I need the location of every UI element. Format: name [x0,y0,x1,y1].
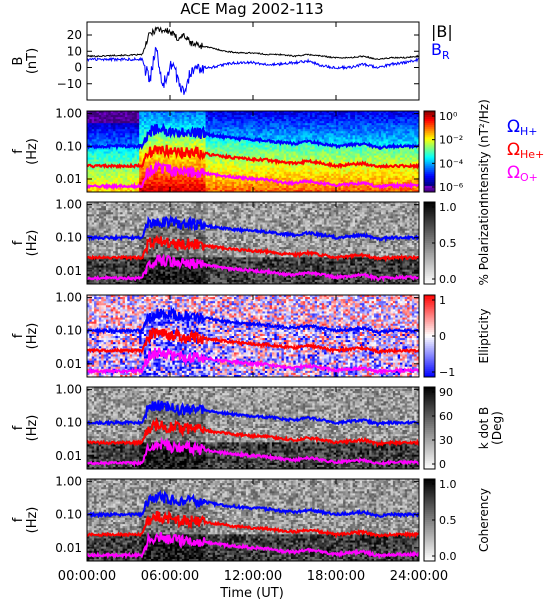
y-tick-label: 20 [67,28,82,42]
freq-tick-label: 0.10 [55,231,82,245]
freq-tick-label: 1.00 [55,383,82,397]
y-tick-label: 0 [74,61,82,75]
freq-tick-label: 1.00 [55,475,82,489]
colorbar-2: 1.0 0.5 0.0 % Polarization [424,201,491,286]
freq-tick-label: 0.01 [55,541,82,555]
colorbar-tick-label: 0 [439,458,446,471]
colorbar-5: 1.0 0.5 0.0 Coherency [424,478,491,563]
y-tick-label: −10 [57,77,82,91]
svg-text:B: B [11,57,26,66]
legend-entry: BR [431,40,450,62]
y-tick-label: 10 [67,44,82,58]
colorbar-tick-label: 10⁻⁴ [439,157,464,170]
colorbar-3: 1 0 −1 Ellipticity [424,294,491,379]
x-tick-label: 06:00:00 [141,569,199,584]
colorbar-tick-label: 0.0 [439,550,457,563]
colorbar-tick-label: 1.0 [439,478,457,491]
freq-tick-label: 0.01 [55,172,82,186]
freq-tick-label: 0.01 [55,449,82,463]
freq-tick-label: 0.10 [55,508,82,522]
freq-tick-label: 1.00 [55,291,82,305]
panel-ylabel-3: f (Hz) [11,323,40,350]
colorbar-tick-label: 90 [439,386,453,399]
series-b-magnitude [87,27,419,59]
freq-tick-label: 0.01 [55,264,82,278]
panel-ylabel-1: f (Hz) [11,138,40,165]
colorbar-label: Intensity (nT²/Hz) [477,99,491,204]
freq-tick-label: 0.10 [55,416,82,430]
colorbar-label: % Polarization [477,201,491,286]
freq-tick-label: 0.10 [55,139,82,153]
colorbar-label: Coherency [477,488,491,552]
gyro-label: ΩHe+ [507,140,544,161]
colorbar-tick-label: 1 [439,294,446,307]
panel-ylabel-2: f (Hz) [11,230,40,257]
figure-title: ACE Mag 2002-113 [180,0,323,18]
colorbar-tick-label: 30 [439,434,453,447]
freq-tick-label: 1.00 [55,198,82,212]
x-tick-label: 00:00:00 [58,569,116,584]
colorbar-tick-label: 10⁰ [439,110,458,123]
panel-b-frame [87,22,419,100]
panel-ylabel-5: f (Hz) [11,507,40,534]
legend-entry: |B| [431,22,453,41]
freq-tick-label: 1.00 [55,107,82,121]
x-axis: 00:00:00 06:00:00 12:00:00 18:00:00 24:00:00 [58,569,448,584]
freq-tick-label: 0.10 [55,324,82,338]
colorbar-tick-label: 0.5 [439,237,457,250]
colorbar-label: k dot B [477,407,491,449]
colorbar-tick-label: 0 [439,330,446,343]
gyro-label: ΩO+ [507,163,538,184]
colorbar-tick-label: −1 [439,366,455,379]
colorbar-tick-label: 10⁻⁶ [439,181,464,194]
gyro-label: ΩH+ [507,117,538,138]
colorbar-tick-label: 60 [439,410,453,423]
panel-b-ylabel: B (nT) [11,48,40,74]
colorbar-tick-label: 0.0 [439,273,457,286]
colorbar-tick-label: 0.5 [439,514,457,527]
x-tick-label: 18:00:00 [307,569,365,584]
x-tick-label: 12:00:00 [224,569,282,584]
colorbar-4: 90 60 30 0 k dot B (Deg) [424,386,504,471]
freq-tick-label: 0.01 [55,357,82,371]
colorbar-label: Ellipticity [477,309,491,364]
colorbar-tick-label: 10⁻² [439,134,463,147]
panel-ylabel-4: f (Hz) [11,415,40,442]
svg-text:(nT): (nT) [25,48,40,74]
x-axis-label: Time (UT) [219,586,284,600]
x-tick-label: 24:00:00 [390,569,448,584]
colorbar-label: (Deg) [490,411,504,445]
colorbar-1: 10⁰ 10⁻² 10⁻⁴ 10⁻⁶ Intensity (nT²/Hz) [424,99,491,204]
colorbar-tick-label: 1.0 [439,201,457,214]
